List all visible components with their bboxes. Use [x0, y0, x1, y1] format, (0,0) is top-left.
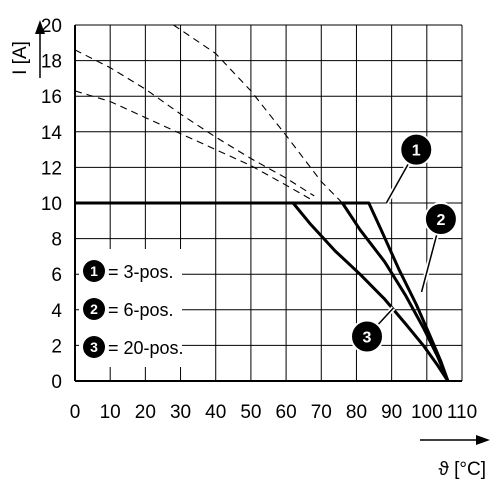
y-tick-label: 14: [41, 123, 63, 144]
y-tick-label: 8: [51, 230, 62, 251]
legend: 1 = 3-pos. 2 = 6-pos. 3 = 20-pos.: [79, 249, 184, 367]
series-projection-line: [74, 49, 315, 197]
x-tick-label: 80: [346, 402, 367, 423]
y-tick-label: 0: [51, 372, 62, 393]
legend-marker-badge: [83, 336, 105, 358]
y-tick-label: 20: [41, 16, 62, 37]
y-axis-arrowhead: [35, 20, 45, 34]
callout-badge: [423, 202, 458, 237]
x-tick-label: 20: [135, 402, 156, 423]
y-tick-label: 12: [41, 158, 62, 179]
x-tick-label: 40: [205, 402, 226, 423]
callout-number: 1: [412, 143, 421, 160]
legend-marker-number: 1: [90, 263, 98, 279]
callout-badge: [399, 132, 434, 167]
y-tick-label: 18: [41, 52, 62, 73]
legend-marker-number: 2: [90, 301, 98, 317]
y-tick-label: 6: [51, 265, 62, 286]
legend-marker-number: 3: [90, 339, 98, 355]
legend-entry-label: = 3-pos.: [108, 262, 174, 282]
x-tick-label: 100: [411, 402, 443, 423]
x-tick-label: 90: [381, 402, 402, 423]
x-axis-label: ϑ [°C]: [438, 459, 486, 480]
x-axis-arrowhead: [476, 435, 490, 445]
x-tick-label: 0: [70, 402, 81, 423]
y-tick-label: 2: [51, 336, 62, 357]
series-line: [75, 201, 450, 382]
y-axis-label-group: I [A]: [10, 20, 45, 78]
x-tick-label: 50: [240, 402, 261, 423]
series-line: [75, 201, 450, 382]
y-tick-label: 10: [41, 194, 62, 215]
series-callouts: 1 2 3: [350, 132, 458, 354]
x-tick-label: 30: [170, 402, 191, 423]
y-tick-label: 16: [41, 87, 62, 108]
legend-entry-label: = 6-pos.: [108, 300, 174, 320]
x-tick-label: 110: [447, 402, 477, 423]
projection-lines: [74, 24, 343, 204]
y-axis-label: I [A]: [10, 41, 31, 75]
callout-number: 2: [436, 212, 445, 229]
legend-marker-badge: [83, 260, 105, 282]
tick-labels: 0 10 20 30 40 50 60 70 80 90 100 110024681012141618…: [41, 16, 477, 423]
callout-number: 3: [363, 330, 372, 347]
x-tick-label: 10: [100, 402, 121, 423]
x-tick-label: 70: [311, 402, 332, 423]
callout-badge: [350, 319, 385, 354]
legend-entry-label: = 20-pos.: [108, 338, 184, 358]
series-projection-line: [173, 24, 343, 204]
x-axis-label-group: ϑ [°C]: [420, 435, 490, 480]
legend-marker-badge: [83, 298, 105, 320]
y-tick-label: 4: [51, 301, 62, 322]
x-tick-label: 60: [276, 402, 297, 423]
series-projection-line: [74, 90, 315, 202]
series-lines: [75, 201, 450, 382]
